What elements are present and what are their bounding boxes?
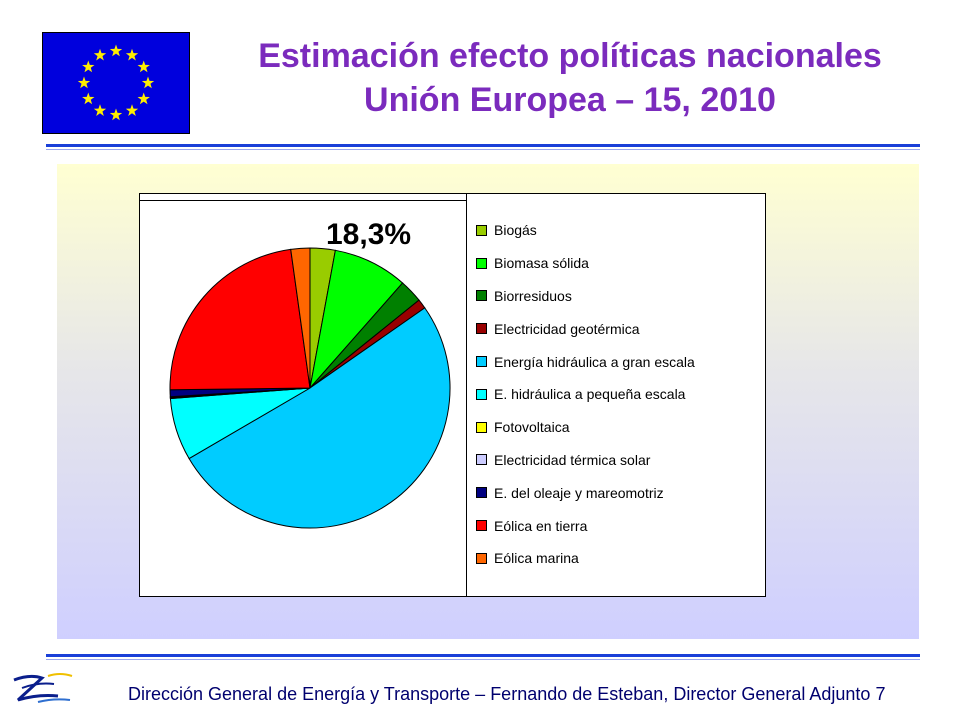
plot-area: 18,3% — [140, 194, 467, 596]
legend-label: Biorresiduos — [494, 287, 572, 304]
flag-star — [82, 92, 95, 105]
legend-item-10: Eólica marina — [476, 542, 756, 575]
flag-star — [137, 60, 150, 73]
flag-star — [125, 48, 139, 61]
eu-flag-icon — [42, 32, 190, 134]
legend-swatch — [476, 552, 487, 564]
dg-tren-logo-icon — [8, 670, 76, 715]
legend-item-2: Biorresiduos — [476, 280, 756, 313]
pie-svg — [169, 247, 451, 529]
legend-label: Electricidad térmica solar — [494, 451, 651, 468]
flag-star — [93, 48, 107, 61]
flag-star — [109, 44, 123, 57]
legend-label: Electricidad geotérmica — [494, 320, 640, 337]
legend-swatch — [476, 323, 487, 335]
bottom-divider — [46, 654, 920, 660]
legend-item-8: E. del oleaje y mareomotriz — [476, 476, 756, 509]
legend-label: Eólica en tierra — [494, 517, 588, 534]
legend-swatch — [476, 290, 487, 302]
legend-item-7: Electricidad térmica solar — [476, 444, 756, 477]
legend-label: E. hidráulica a pequeña escala — [494, 386, 686, 403]
legend-swatch — [476, 520, 487, 532]
legend-swatch — [476, 454, 487, 466]
legend-swatch — [476, 224, 487, 236]
footer-text: Dirección General de Energía y Transport… — [128, 684, 871, 704]
legend-swatch — [476, 421, 487, 433]
legend-label: Fotovoltaica — [494, 419, 570, 436]
legend-swatch — [476, 388, 487, 400]
top-divider — [46, 144, 920, 150]
flag-star — [77, 76, 91, 89]
legend-label: Biomasa sólida — [494, 255, 589, 272]
footer: Dirección General de Energía y Transport… — [128, 684, 885, 705]
pie-chart: 18,3% Biogás Biomasa sólida Biorresiduos El… — [139, 193, 766, 597]
chart-legend: Biogás Biomasa sólida Biorresiduos Electric… — [476, 214, 756, 575]
pie-callout-label: 18,3% — [326, 218, 412, 251]
flag-star — [125, 104, 139, 116]
flag-star — [93, 104, 107, 116]
flag-star — [141, 76, 155, 89]
legend-item-6: Fotovoltaica — [476, 411, 756, 444]
plot-top-line — [140, 200, 466, 201]
flag-star — [109, 108, 123, 121]
pie-slice-10 — [290, 247, 311, 389]
flag-star — [82, 60, 95, 73]
page-number: 7 — [875, 684, 886, 704]
legend-item-3: Electricidad geotérmica — [476, 312, 756, 345]
legend-swatch — [476, 356, 487, 368]
legend-item-4: Energía hidráulica a gran escala — [476, 345, 756, 378]
legend-label: Eólica marina — [494, 550, 579, 567]
title-line-1: Estimación efecto políticas nacionales — [258, 37, 882, 75]
legend-label: E. del oleaje y mareomotriz — [494, 484, 664, 501]
flag-star — [137, 92, 150, 105]
legend-label: Energía hidráulica a gran escala — [494, 353, 695, 370]
legend-label: Biogás — [494, 222, 537, 239]
title-line-2: Unión Europea – 15, 2010 — [364, 81, 776, 119]
pie-slice-9 — [169, 248, 311, 391]
legend-item-9: Eólica en tierra — [476, 509, 756, 542]
legend-item-5: E. hidráulica a pequeña escala — [476, 378, 756, 411]
page-title: Estimación efecto políticas nacionales U… — [200, 34, 940, 122]
pie-slice-4 — [188, 307, 451, 529]
legend-swatch — [476, 487, 487, 499]
legend-swatch — [476, 257, 487, 269]
legend-item-0: Biogás — [476, 214, 756, 247]
legend-item-1: Biomasa sólida — [476, 247, 756, 280]
